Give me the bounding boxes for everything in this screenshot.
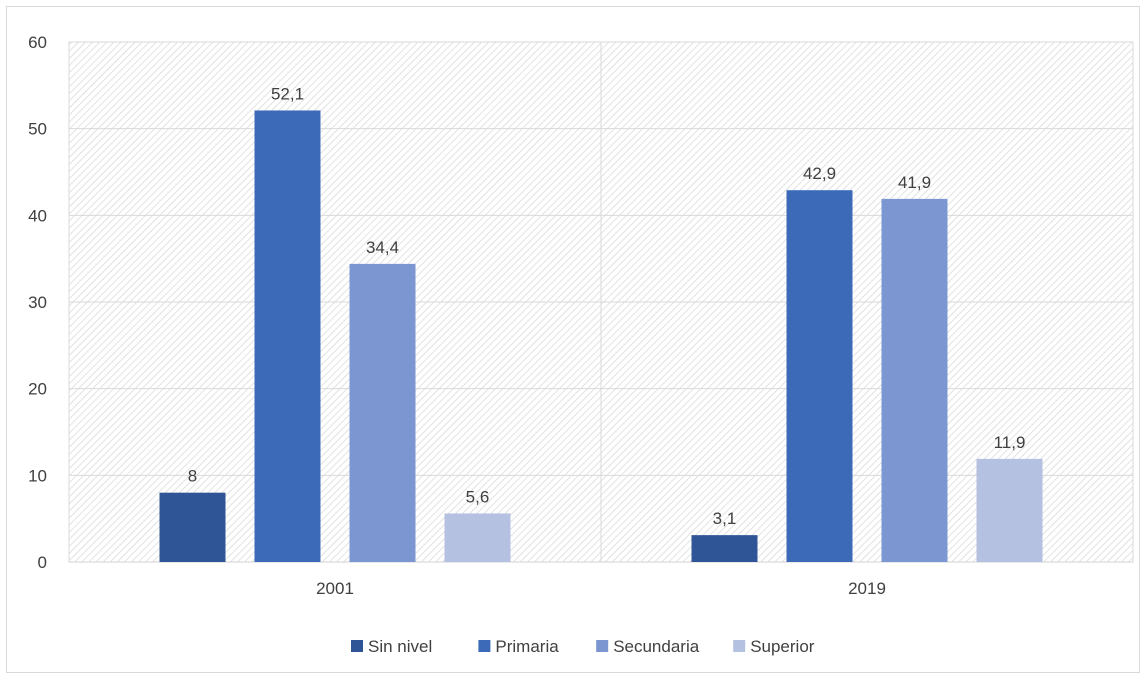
data-label: 34,4 xyxy=(366,238,399,257)
y-tick-label: 20 xyxy=(28,380,47,399)
bar-sin-nivel-2019 xyxy=(691,535,758,562)
data-label: 52,1 xyxy=(271,84,304,103)
data-label: 5,6 xyxy=(466,487,490,506)
legend-swatch xyxy=(351,640,363,652)
legend-label: Primaria xyxy=(495,637,559,656)
x-tick-label: 2019 xyxy=(848,579,886,598)
bar-sin-nivel-2001 xyxy=(159,492,226,562)
data-label: 41,9 xyxy=(898,173,931,192)
bar-primaria-2019 xyxy=(786,190,853,562)
y-tick-label: 30 xyxy=(28,293,47,312)
y-tick-label: 60 xyxy=(28,33,47,52)
bar-superior-2019 xyxy=(976,458,1043,562)
legend-swatch xyxy=(478,640,491,652)
y-tick-label: 10 xyxy=(28,466,47,485)
data-labels: 8 52,1 34,4 5,6 3,1 42,9 41,9 11,9 xyxy=(188,84,1026,528)
y-tick-label: 0 xyxy=(38,553,47,572)
legend-label: Secundaria xyxy=(613,637,700,656)
bar-secundaria-2001 xyxy=(349,263,416,562)
y-tick-label: 40 xyxy=(28,206,47,225)
bar-primaria-2001 xyxy=(254,110,321,562)
bar-superior-2001 xyxy=(444,513,511,562)
data-label: 8 xyxy=(188,467,197,486)
y-tick-label: 50 xyxy=(28,120,47,139)
legend-swatch xyxy=(733,640,746,652)
legend-label: Sin nivel xyxy=(368,637,432,656)
data-label: 11,9 xyxy=(994,433,1026,452)
x-tick-label: 2001 xyxy=(316,579,354,598)
data-label: 3,1 xyxy=(713,509,737,528)
bars xyxy=(159,110,1043,562)
legend-label: Superior xyxy=(750,637,815,656)
legend: Sin nivel Primaria Secundaria Superior xyxy=(351,637,815,656)
legend-swatch xyxy=(596,640,609,652)
bar-secundaria-2019 xyxy=(881,198,948,562)
data-label: 42,9 xyxy=(803,164,836,183)
chart-container: 0 10 20 30 40 50 60 2001 2019 8 52,1 34,4 5,6 3,1 42,… xyxy=(6,6,1140,673)
bar-chart: 0 10 20 30 40 50 60 2001 2019 8 52,1 34,4 5,6 3,1 42,… xyxy=(28,33,1134,656)
axes: 0 10 20 30 40 50 60 2001 2019 xyxy=(28,33,1133,598)
